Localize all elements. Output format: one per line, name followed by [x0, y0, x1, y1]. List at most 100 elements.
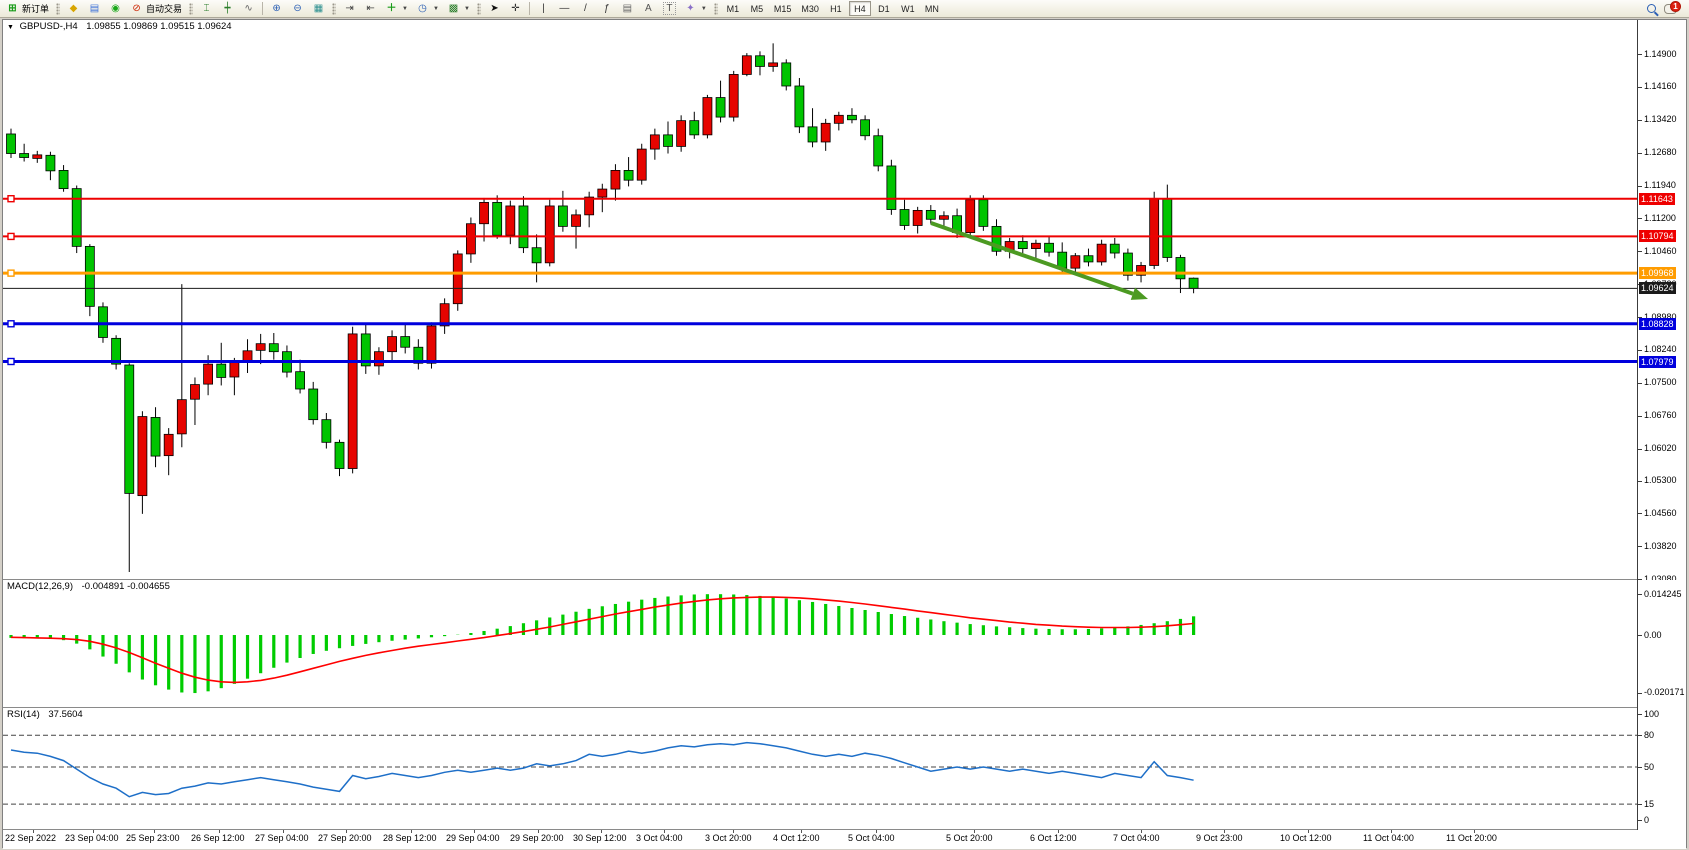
zoom-in-button[interactable]: ⊕	[266, 1, 287, 17]
bear-candle-body	[689, 120, 700, 136]
text-tool-button[interactable]: A	[638, 1, 659, 17]
price-axis[interactable]: 1.14900 1.14160 1.13420 1.12680 1.11940 1.112…	[1637, 20, 1686, 584]
timeframe-mn-button[interactable]: MN	[924, 3, 939, 14]
candlestick	[150, 407, 161, 468]
time-axis-tickmark	[1224, 830, 1225, 833]
time-axis-tickmark	[33, 830, 34, 833]
macd-pane[interactable]: MACD(12,26,9) -0.004891 -0.004655	[3, 580, 1637, 708]
hline-handle-support-lower[interactable]	[7, 357, 15, 366]
tile-windows-button[interactable]: ▦	[308, 1, 329, 17]
zoom-out-button[interactable]: ⊖	[287, 1, 308, 17]
fibonacci-tool-button[interactable]: ƒ	[596, 1, 617, 17]
main-price-pane[interactable]: ▼ GBPUSD-,H4 1.09855 1.09869 1.09515 1.0…	[3, 20, 1637, 580]
cursor-tool-button[interactable]: ➤	[484, 1, 505, 17]
timeframe-w1-button[interactable]: W1	[901, 3, 915, 14]
charts-button[interactable]: ▤	[84, 1, 105, 17]
toolbar-grip	[56, 2, 61, 15]
arrows-tool-button[interactable]: ✦ ▼	[680, 1, 711, 17]
bear-candle-body	[991, 225, 1002, 252]
label-tool-button[interactable]: T	[659, 1, 680, 17]
timeframe-m1-button[interactable]: M1	[726, 3, 740, 14]
timeframe-m5-button[interactable]: M5	[750, 3, 764, 14]
toolbar-separator	[528, 2, 530, 15]
bar-chart-icon: ⌶	[203, 3, 210, 14]
search-button[interactable]	[1643, 1, 1660, 17]
bar-chart-mode-button[interactable]: ⌶	[196, 1, 217, 17]
bull-candle-body	[255, 343, 266, 351]
bull-candle-body	[1136, 265, 1146, 276]
auto-scroll-button[interactable]: ⇥	[339, 1, 360, 17]
macd-canvas[interactable]	[3, 580, 1637, 708]
crosshair-tool-button[interactable]: ✛	[505, 1, 526, 17]
rsi-canvas[interactable]	[3, 708, 1637, 830]
templates-button[interactable]: ▩ ▼	[443, 1, 474, 17]
bull-candle-body	[163, 433, 174, 457]
timeframe-h4-button[interactable]: H4	[848, 1, 871, 16]
vline-tool-button[interactable]: |	[533, 1, 554, 17]
notifications-button[interactable]: 1	[1660, 0, 1681, 17]
channel-tool-button[interactable]: ▤	[617, 1, 638, 17]
price-axis-tickmark	[1638, 251, 1642, 253]
candlestick	[965, 195, 976, 238]
bull-candle-body	[833, 114, 844, 124]
macd-axis-tick: -0.020171	[1644, 687, 1685, 698]
macd-axis-tick: 0.00	[1644, 629, 1662, 640]
candlestick	[492, 195, 503, 239]
indicators-button[interactable]: ＋ ▼	[381, 1, 412, 17]
bear-candle-body	[715, 97, 726, 118]
main-chart-canvas[interactable]	[3, 20, 1637, 580]
bear-candle-body	[58, 170, 69, 190]
bull-candle-body	[728, 74, 739, 118]
time-axis-tickmark	[974, 830, 975, 833]
hline-tool-button[interactable]: —	[554, 1, 575, 17]
rsi-axis[interactable]: 100 80 50 15 0	[1637, 708, 1686, 830]
time-axis-tickmark	[801, 830, 802, 833]
dropdown-caret-icon: ▼	[700, 5, 707, 12]
rsi-axis-tick: 0	[1644, 814, 1650, 825]
signals-button[interactable]: ◉	[105, 1, 126, 17]
bull-candle-body	[137, 416, 148, 497]
price-badge-support-upper: 1.08828	[1639, 317, 1676, 330]
timeframe-d1-button[interactable]: D1	[878, 3, 890, 14]
candlestick	[1044, 237, 1054, 257]
bear-candle-body	[1017, 241, 1028, 250]
chart-shift-button[interactable]: ⇤	[360, 1, 381, 17]
new-order-button[interactable]: ⊞ 新订单	[2, 1, 53, 17]
channel-icon: ▤	[622, 3, 633, 14]
one-click-collapse-icon[interactable]: ▼	[7, 24, 14, 31]
timeframe-m30-button[interactable]: M30	[801, 3, 819, 14]
rsi-pane[interactable]: RSI(14) 37.5604	[3, 708, 1637, 830]
hline-handle-zone-orange[interactable]	[7, 269, 15, 277]
hline-handle-support-upper[interactable]	[7, 320, 15, 328]
rsi-axis-tickmark	[1638, 714, 1642, 715]
candlestick	[360, 324, 371, 374]
bear-candle-body	[216, 363, 227, 378]
autotrading-button[interactable]: ⊘ 自动交易	[126, 1, 186, 17]
new-order-icon: ⊞	[8, 3, 17, 14]
candlestick	[833, 111, 844, 131]
auto-scroll-icon: ⇥	[345, 3, 354, 14]
macd-axis-tick: 0.014245	[1644, 588, 1682, 599]
bear-candle-body	[978, 199, 989, 227]
periods-button[interactable]: ◷ ▼	[412, 1, 443, 17]
timeframe-h1-button[interactable]: H1	[830, 3, 842, 14]
macd-axis[interactable]: 0.014245 0.00 -0.020171	[1637, 580, 1686, 708]
candlestick	[847, 108, 857, 124]
candlestick	[229, 357, 240, 396]
hline-handle-resistance-lower[interactable]	[7, 232, 15, 241]
profiles-button[interactable]: ◆	[63, 1, 84, 17]
line-chart-mode-button[interactable]: ∿	[238, 1, 259, 17]
trend-arrow-head[interactable]	[1130, 287, 1148, 300]
trendline-tool-button[interactable]: /	[575, 1, 596, 17]
time-axis[interactable]: 22 Sep 2022 23 Sep 04:00 25 Sep 23:00 26 Se…	[3, 830, 1686, 849]
macd-axis-tickmark	[1638, 635, 1642, 636]
macd-values: -0.004891 -0.004655	[81, 581, 170, 592]
candlestick	[308, 381, 319, 425]
bear-candle-body	[925, 209, 936, 220]
candlestick-mode-button[interactable]: ┿	[217, 1, 238, 17]
timeframe-m15-button[interactable]: M15	[773, 3, 792, 14]
candlestick	[505, 200, 516, 245]
hline-handle-resistance-upper[interactable]	[7, 195, 15, 203]
toolbar-grip	[713, 2, 718, 15]
trend-arrow-shaft[interactable]	[930, 221, 1134, 296]
